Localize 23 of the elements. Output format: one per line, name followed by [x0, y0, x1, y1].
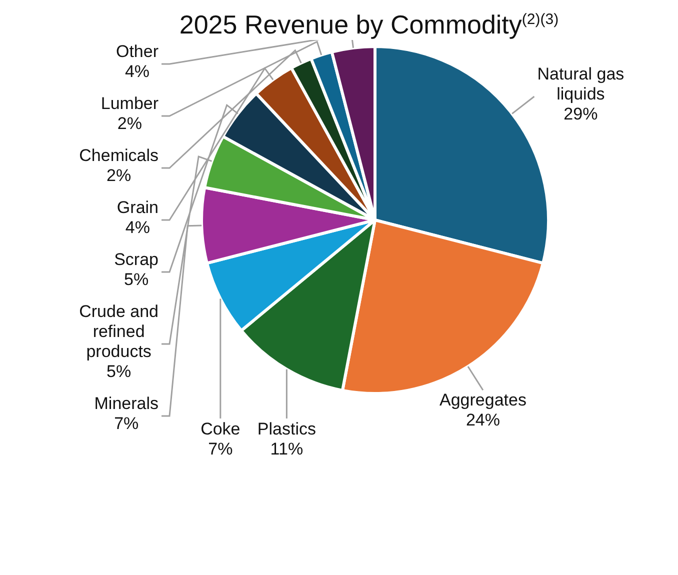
slice-label: Lumber	[100, 94, 159, 114]
slice-label: Crude and refined products	[79, 302, 158, 362]
slice-label: Coke	[200, 420, 240, 439]
slice-label: Grain	[116, 198, 159, 218]
slice-label: Minerals	[94, 394, 159, 414]
data-label: 2%	[106, 166, 132, 186]
data-label: 4%	[124, 62, 150, 82]
slice-label: Plastics	[257, 420, 316, 439]
slice-label: Chemicals	[79, 146, 158, 166]
data-label: 4%	[125, 218, 150, 238]
data-label: 11%	[270, 440, 304, 459]
chart-title: 2025 Revenue by Commodity$^{(2)(3)}$	[178, 8, 560, 40]
slice-label: Scrap	[114, 250, 159, 270]
slice-label: Natural gas liquids	[537, 64, 624, 104]
data-label: 29%	[564, 104, 598, 124]
data-label: 7%	[114, 414, 139, 434]
slice-label: Aggregates	[439, 390, 526, 410]
data-label: 24%	[466, 410, 500, 430]
slice-label: Other	[116, 42, 159, 62]
data-label: 2%	[117, 114, 142, 134]
data-label: 5%	[106, 362, 132, 382]
data-label: 5%	[124, 270, 149, 290]
data-label: 7%	[208, 440, 233, 459]
